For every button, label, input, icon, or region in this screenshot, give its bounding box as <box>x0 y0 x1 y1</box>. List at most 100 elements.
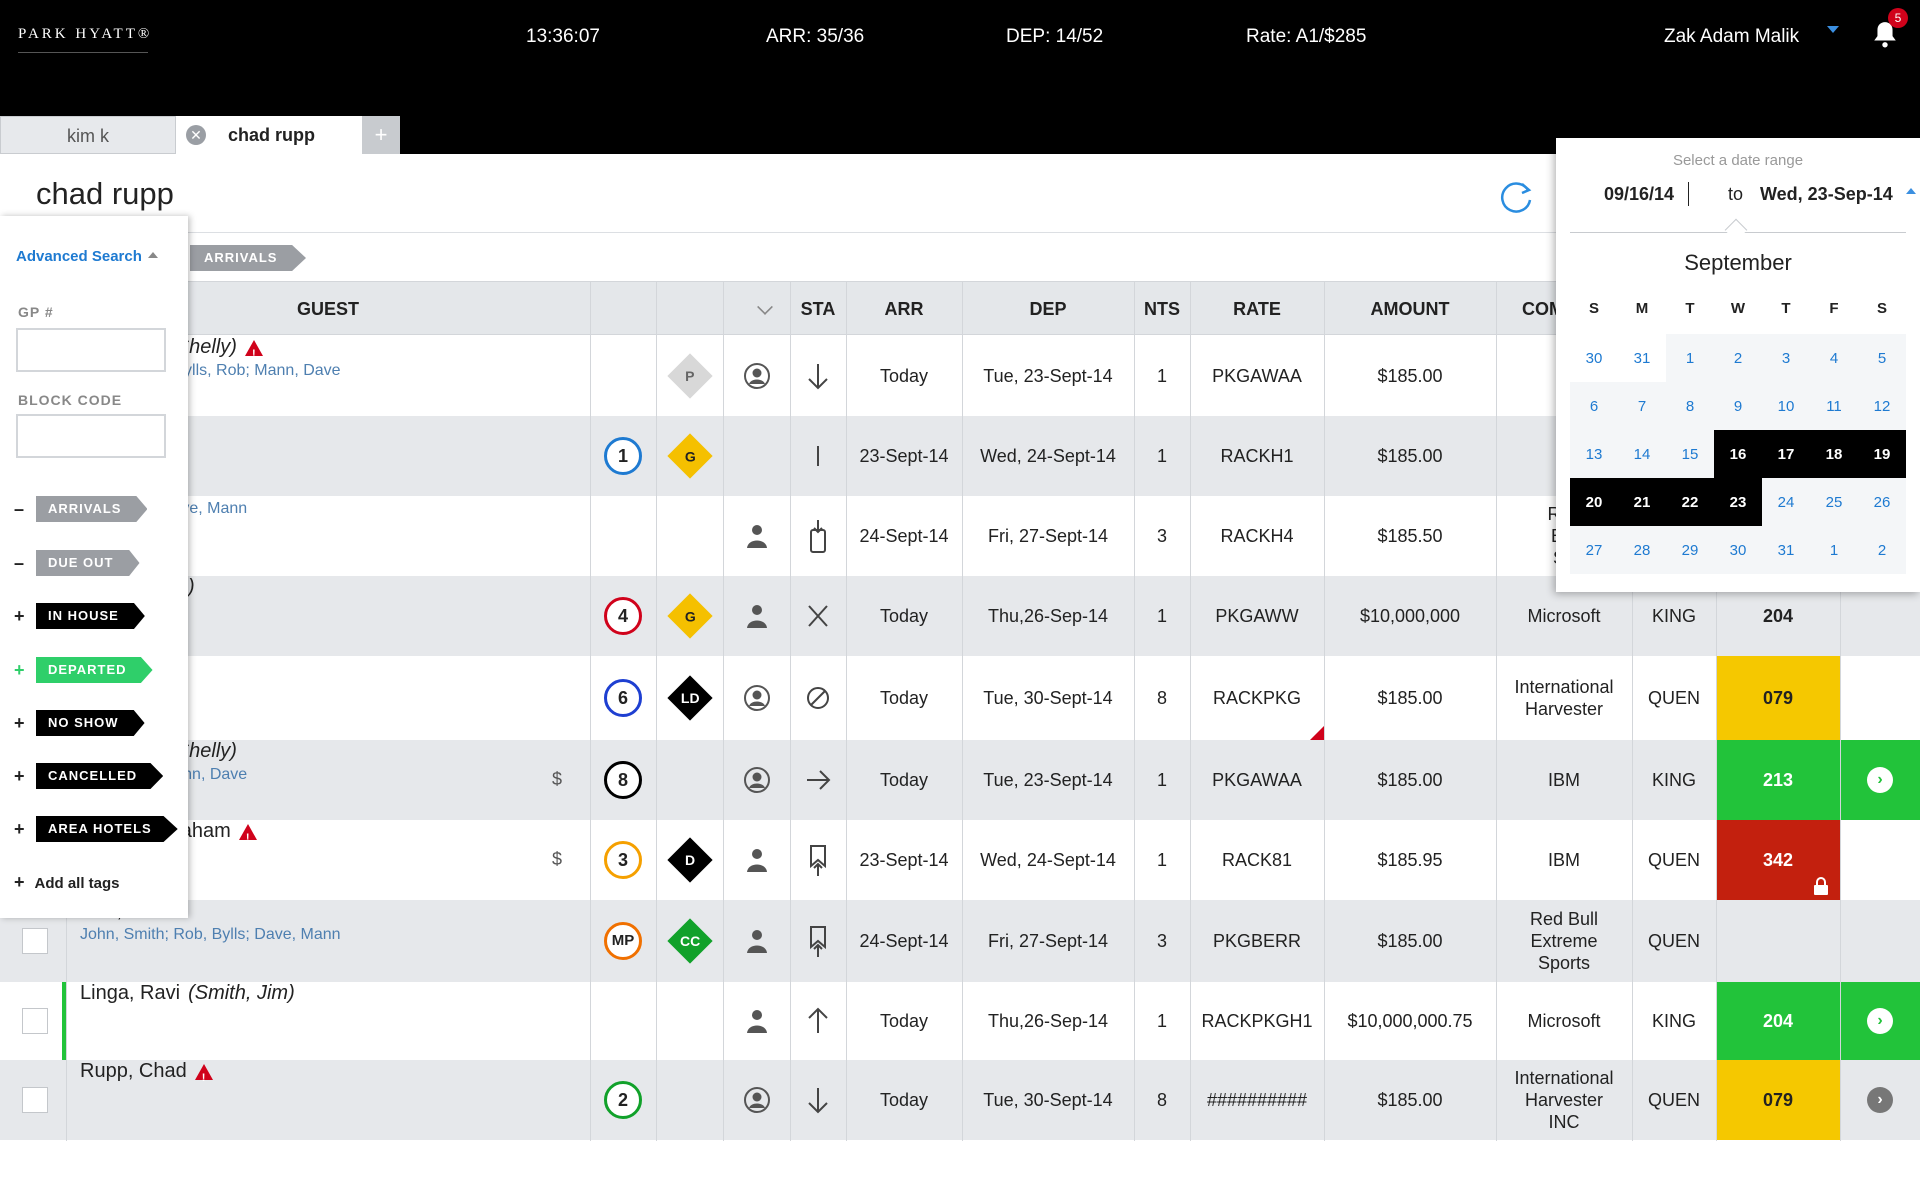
profile-cell[interactable] <box>723 496 790 576</box>
refresh-icon[interactable] <box>1496 178 1536 218</box>
close-icon[interactable]: ✕ <box>186 125 206 145</box>
table-row[interactable]: m(Jones, Shelly)Bylls, Rob; Mann, Dave$8… <box>0 740 1920 820</box>
row-checkbox[interactable] <box>22 928 48 954</box>
calendar-day[interactable]: 11 <box>1810 382 1858 430</box>
profile-cell[interactable] <box>723 1060 790 1140</box>
tab-kim-k[interactable]: kim k <box>0 116 176 154</box>
calendar-day[interactable]: 9 <box>1714 382 1762 430</box>
gp-input[interactable] <box>16 328 166 372</box>
chevron-right-icon[interactable]: › <box>1867 767 1893 793</box>
action-cell[interactable] <box>1840 820 1920 900</box>
calendar-day[interactable]: 4 <box>1810 334 1858 382</box>
user-menu[interactable]: Zak Adam Malik <box>1664 26 1800 47</box>
row-checkbox[interactable] <box>22 1008 48 1034</box>
chevron-down-icon[interactable] <box>1827 26 1839 33</box>
calendar-day[interactable]: 2 <box>1714 334 1762 382</box>
action-cell[interactable]: › <box>1840 740 1920 820</box>
minus-icon[interactable]: – <box>14 552 25 573</box>
table-row[interactable]: Linga, Ravi (Smith, Jim) Today Thu,26-Sep-1… <box>0 982 1920 1060</box>
action-cell[interactable]: › <box>1840 982 1920 1060</box>
calendar-day[interactable]: 26 <box>1858 478 1906 526</box>
tag-row-cancelled[interactable]: + CANCELLED <box>14 763 164 789</box>
action-cell[interactable] <box>1840 900 1920 982</box>
plus-icon[interactable]: + <box>14 712 25 733</box>
room-cell[interactable]: 204 <box>1762 606 1794 626</box>
tag-row-due-out[interactable]: – DUE OUT <box>14 550 140 576</box>
minus-icon[interactable]: – <box>14 498 25 519</box>
calendar-day[interactable]: 1 <box>1810 526 1858 574</box>
plus-icon[interactable]: + <box>14 659 25 680</box>
calendar-day[interactable]: 10 <box>1762 382 1810 430</box>
advanced-search-toggle[interactable]: Advanced Search <box>16 248 142 265</box>
room-cell[interactable]: 342 <box>1716 820 1840 900</box>
table-row[interactable]: Bert, MarcJohn, Smith; Rob, Bylls; Dave,… <box>0 900 1920 982</box>
plus-icon[interactable]: + <box>14 605 25 626</box>
tag-row-arrivals[interactable]: – ARRIVALS <box>14 496 148 522</box>
profile-cell[interactable] <box>723 656 790 740</box>
column-sta[interactable]: STA <box>800 299 836 319</box>
room-cell[interactable] <box>1716 900 1840 982</box>
tag-row-in-house[interactable]: + IN HOUSE <box>14 603 145 629</box>
calendar-day[interactable]: 14 <box>1618 430 1666 478</box>
profile-cell[interactable] <box>723 576 790 656</box>
add-all-tags-button[interactable]: + Add all tags <box>14 872 120 893</box>
guest-cell[interactable]: Linga, Ravi (Smith, Jim) <box>0 982 590 1060</box>
profile-cell[interactable] <box>723 900 790 982</box>
room-cell[interactable]: 204 <box>1716 982 1840 1060</box>
calendar-day[interactable]: 16 <box>1714 430 1762 478</box>
profile-cell[interactable] <box>723 820 790 900</box>
column-dep[interactable]: DEP <box>1029 299 1067 319</box>
action-cell[interactable] <box>1840 656 1920 740</box>
calendar-day[interactable]: 31 <box>1762 526 1810 574</box>
calendar-day[interactable]: 1 <box>1666 334 1714 382</box>
calendar-day[interactable]: 5 <box>1858 334 1906 382</box>
chevron-up-icon[interactable] <box>1906 188 1916 194</box>
guest-cell[interactable]: Rupp, Chad <box>0 1060 590 1140</box>
calendar-day[interactable]: 13 <box>1570 430 1618 478</box>
room-cell[interactable]: 079 <box>1716 656 1840 740</box>
calendar-day[interactable]: 23 <box>1714 478 1762 526</box>
calendar-day[interactable]: 24 <box>1762 478 1810 526</box>
start-date-input[interactable]: 09/16/14 <box>1604 184 1675 204</box>
chevron-up-icon[interactable] <box>148 252 158 258</box>
chevron-right-icon[interactable]: › <box>1867 1087 1893 1113</box>
row-checkbox[interactable] <box>22 1087 48 1113</box>
block-code-input[interactable] <box>16 414 166 458</box>
calendar-day[interactable]: 19 <box>1858 430 1906 478</box>
calendar-day[interactable]: 2 <box>1858 526 1906 574</box>
plus-icon[interactable]: + <box>14 818 25 839</box>
calendar-day[interactable]: 18 <box>1810 430 1858 478</box>
column-amount[interactable]: AMOUNT <box>1370 299 1450 319</box>
calendar-day[interactable]: 17 <box>1762 430 1810 478</box>
calendar-day[interactable]: 6 <box>1570 382 1618 430</box>
calendar-day[interactable]: 12 <box>1858 382 1906 430</box>
column-guest[interactable]: GUEST <box>296 299 359 319</box>
calendar-day[interactable]: 31 <box>1633 349 1651 367</box>
calendar-day[interactable]: 8 <box>1666 382 1714 430</box>
action-cell[interactable]: › <box>1840 1060 1920 1140</box>
profile-cell[interactable] <box>723 740 790 820</box>
end-date-input[interactable]: Wed, 23-Sep-14 <box>1760 184 1893 204</box>
column-arr[interactable]: ARR <box>884 299 924 319</box>
calendar-day[interactable]: 30 <box>1714 526 1762 574</box>
column-nts[interactable]: NTS <box>1144 299 1180 319</box>
tag-row-no-show[interactable]: + NO SHOW <box>14 710 145 736</box>
column-company[interactable]: COM <box>1522 299 1564 319</box>
tab-chad-rupp[interactable]: ✕ chad rupp <box>176 116 362 154</box>
calendar-day[interactable]: 15 <box>1666 430 1714 478</box>
calendar-day[interactable]: 20 <box>1570 478 1618 526</box>
calendar-day[interactable]: 3 <box>1762 334 1810 382</box>
column-rate[interactable]: RATE <box>1233 299 1281 319</box>
table-row[interactable]: 6 LD Today Tue, 30-Sept-14 8 RACKPKG $185.00 In… <box>0 656 1920 740</box>
profile-cell[interactable] <box>723 982 790 1060</box>
chevron-right-icon[interactable]: › <box>1867 1008 1893 1034</box>
bell-icon[interactable] <box>1872 20 1898 48</box>
calendar-day[interactable]: 21 <box>1618 478 1666 526</box>
profile-cell[interactable] <box>723 336 790 416</box>
calendar-day[interactable]: 22 <box>1666 478 1714 526</box>
room-cell[interactable]: 213 <box>1716 740 1840 820</box>
calendar-day[interactable]: 30 <box>1585 349 1603 367</box>
profile-cell[interactable] <box>723 416 790 496</box>
tag-row-area-hotels[interactable]: + AREA HOTELS <box>14 816 178 842</box>
